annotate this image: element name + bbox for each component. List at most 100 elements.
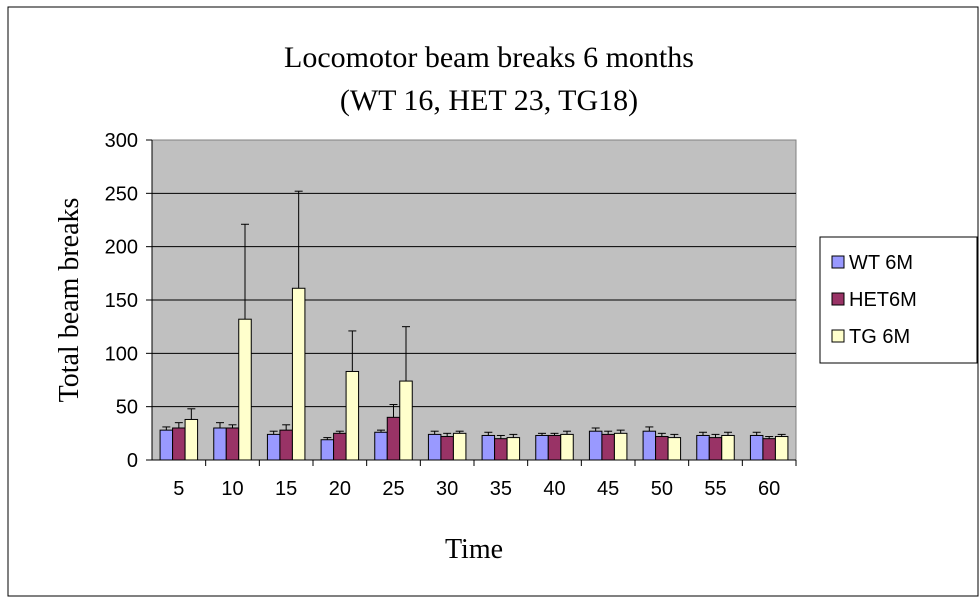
error-bar (765, 436, 774, 439)
x-tick-label: 45 (597, 478, 619, 500)
bar (560, 433, 574, 461)
bar (399, 380, 413, 461)
y-tick-label: 250 (105, 183, 138, 205)
legend-label: HET6M (849, 289, 917, 311)
x-tick-label: 35 (490, 478, 512, 500)
error-bar (241, 223, 249, 320)
bar (345, 370, 360, 461)
error-bar (657, 432, 666, 437)
error-bar (187, 408, 196, 420)
bar (333, 432, 347, 461)
bar (452, 432, 467, 461)
bar (708, 437, 723, 461)
error-bar (430, 430, 439, 435)
legend-box (819, 236, 978, 364)
error-bar (538, 432, 546, 436)
error-bar (484, 431, 493, 436)
legend-label: WT 6M (849, 252, 913, 274)
error-bar (269, 430, 278, 435)
y-tick-label: 300 (105, 130, 138, 152)
error-bar (670, 433, 679, 438)
x-tick-label: 25 (382, 478, 404, 500)
y-tick-label: 200 (105, 237, 138, 259)
error-bar (563, 430, 571, 435)
bar (696, 434, 710, 461)
error-bar (591, 427, 600, 432)
bar (655, 436, 669, 461)
bar (266, 433, 281, 461)
y-tick-label: 0 (127, 450, 138, 472)
error-bar (174, 422, 183, 428)
error-bar (443, 432, 452, 437)
legend-swatch (831, 329, 845, 343)
error-bar (550, 432, 559, 436)
bar (749, 434, 764, 461)
y-tick-label: 150 (105, 290, 138, 312)
bar (667, 437, 682, 461)
bar (374, 431, 388, 461)
error-bar (509, 433, 518, 438)
error-bar (323, 437, 332, 440)
error-bar (616, 429, 625, 434)
error-bar (604, 430, 613, 435)
bar (481, 434, 496, 461)
x-axis-label: Time (445, 534, 503, 565)
bar (494, 438, 508, 461)
bar (320, 439, 335, 461)
bar (427, 433, 442, 461)
bar (721, 434, 735, 461)
bar (184, 418, 199, 461)
bar (172, 427, 186, 461)
error-bar (377, 429, 385, 433)
x-tick-label: 5 (173, 478, 184, 500)
bar (774, 436, 789, 461)
error-bar (402, 326, 410, 382)
bar (601, 433, 615, 461)
bar (440, 436, 454, 461)
legend-swatch (831, 255, 845, 269)
bar (291, 287, 306, 461)
x-tick-label: 30 (436, 478, 458, 500)
bar (279, 429, 293, 461)
bar (762, 438, 776, 461)
error-bar (455, 430, 464, 434)
legend-swatch (831, 292, 845, 306)
error-bar (777, 433, 786, 437)
x-tick-label: 10 (221, 478, 243, 500)
error-bar (282, 424, 291, 431)
bar (613, 432, 628, 461)
y-axis-label: Total beam breaks (54, 198, 85, 403)
chart-subtitle: (WT 16, HET 23, TG18) (340, 84, 638, 117)
error-bar (496, 434, 505, 439)
error-bar (228, 424, 237, 428)
bar (238, 318, 252, 461)
bar (159, 429, 174, 461)
error-bar (294, 190, 303, 289)
bar (213, 427, 227, 461)
error-bar (699, 431, 707, 436)
error-bar (711, 433, 720, 438)
bar (386, 416, 401, 461)
x-tick-label: 20 (329, 478, 351, 500)
y-tick-label: 50 (116, 397, 138, 419)
x-tick-label: 40 (543, 478, 565, 500)
x-tick-label: 55 (704, 478, 726, 500)
y-tick-label: 100 (105, 343, 138, 365)
bar (642, 430, 657, 461)
bar (547, 434, 562, 461)
error-bar (162, 426, 171, 431)
x-tick-label: 60 (758, 478, 780, 500)
error-bar (216, 422, 224, 428)
bar (225, 427, 240, 461)
bar (506, 437, 521, 461)
error-bar (645, 426, 654, 432)
x-tick-label: 50 (651, 478, 673, 500)
error-bar (752, 431, 761, 436)
error-bar (348, 330, 357, 372)
legend-label: TG 6M (849, 326, 910, 348)
chart-title: Locomotor beam breaks 6 months (284, 41, 694, 74)
bar (535, 434, 549, 461)
error-bar (335, 430, 344, 434)
error-bar (724, 431, 732, 436)
